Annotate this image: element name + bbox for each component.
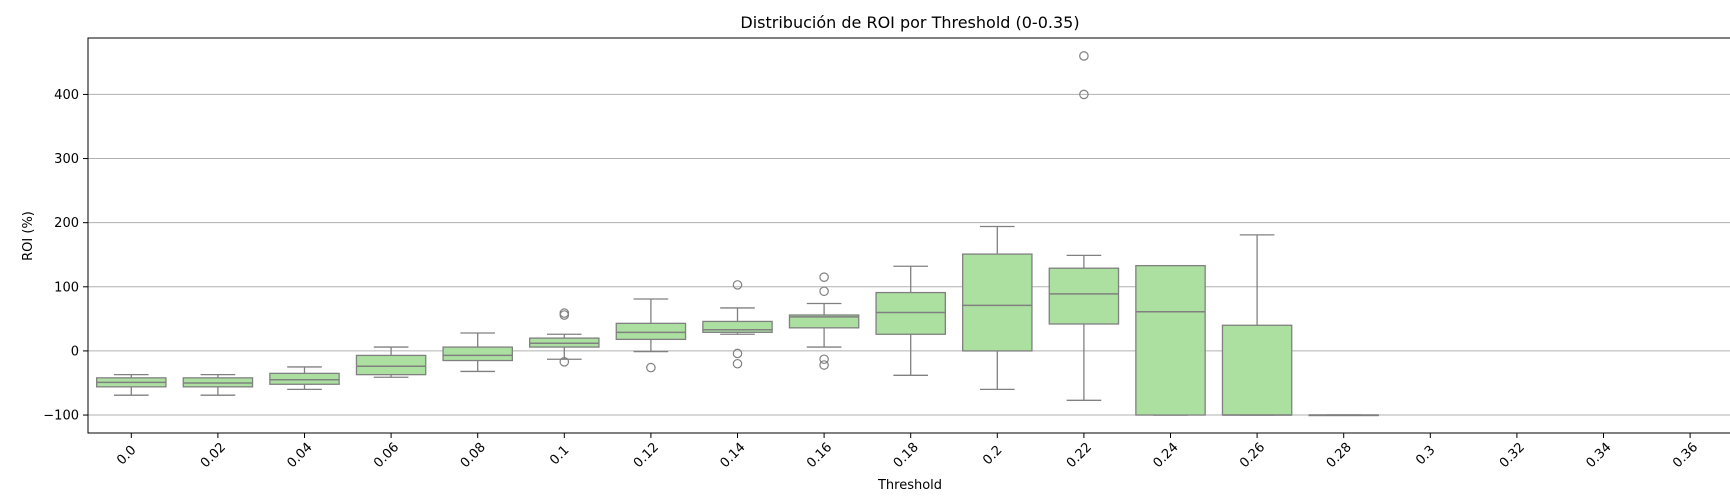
x-tick-label: 0.16 (804, 440, 835, 471)
box-0.16 (788, 272, 860, 370)
iqr-box (355, 354, 427, 376)
iqr-box (615, 322, 687, 341)
x-tick-label: 0.02 (198, 440, 229, 471)
box-0.04 (269, 366, 340, 391)
outlier-point (819, 286, 829, 297)
iqr-box (1221, 324, 1293, 416)
x-tick-label: 0.36 (1670, 440, 1701, 471)
x-tick-label: 0.06 (371, 440, 402, 471)
chart-title: Distribución de ROI por Threshold (0-0.3… (740, 13, 1079, 32)
y-tick-label: 400 (54, 88, 79, 103)
y-tick-label: 300 (54, 152, 79, 167)
x-tick-label: 0.22 (1064, 440, 1095, 471)
x-tick-label: 0.0 (114, 443, 139, 468)
iqr-box (1048, 267, 1120, 325)
x-tick-label: 0.14 (717, 440, 748, 471)
x-tick-label: 0.12 (631, 440, 662, 471)
y-tick-label: 100 (54, 280, 79, 295)
x-axis-title: Threshold (877, 478, 942, 493)
iqr-box (875, 291, 946, 335)
y-tick-label: −100 (43, 409, 79, 424)
y-tick-label: 0 (71, 344, 79, 359)
iqr-box (442, 346, 513, 362)
x-tick-label: 0.26 (1237, 440, 1268, 471)
box-0.14 (702, 280, 773, 369)
box-0.18 (875, 265, 946, 376)
box-0.12 (615, 298, 687, 373)
y-axis: −100 0 100 200 300 400 (43, 88, 88, 424)
outlier-point (1079, 89, 1089, 100)
x-tick-label: 0.24 (1150, 440, 1181, 471)
box-0.24 (1135, 264, 1206, 416)
x-tick-label: 0.28 (1324, 440, 1355, 471)
iqr-box (1135, 264, 1206, 416)
outlier-point (819, 354, 829, 365)
y-axis-title: ROI (%) (21, 211, 36, 261)
outlier-point (559, 310, 570, 320)
iqr-box (702, 320, 773, 333)
box-0.26 (1221, 234, 1293, 416)
outlier-point (559, 308, 570, 318)
outlier-point (1079, 51, 1089, 61)
iqr-box (269, 372, 340, 385)
boxes-layer (96, 51, 1379, 417)
x-tick-label: 0.34 (1583, 440, 1614, 471)
box-0.1 (529, 308, 600, 367)
outlier-point (732, 280, 743, 290)
x-tick-label: 0.18 (891, 440, 922, 471)
x-tick-label: 0.08 (458, 440, 489, 471)
x-tick-label: 0.2 (980, 443, 1005, 468)
grid-layer (88, 93, 1730, 416)
outlier-point (819, 360, 829, 370)
outlier-point (559, 357, 570, 367)
outlier-point (732, 348, 743, 359)
box-0.2 (962, 225, 1033, 391)
iqr-box (962, 253, 1033, 352)
x-tick-label: 0.32 (1497, 440, 1528, 471)
y-tick-label: 200 (54, 216, 79, 231)
x-tick-label: 0.04 (284, 440, 315, 471)
iqr-box (788, 314, 860, 329)
outlier-point (819, 272, 829, 282)
x-tick-label: 0.1 (547, 443, 572, 468)
outlier-point (732, 358, 743, 369)
box-0.06 (355, 346, 427, 378)
box-0.02 (182, 373, 254, 396)
plot-frame (87, 37, 1730, 434)
box-0.28 (1308, 414, 1379, 417)
box-0.08 (442, 332, 513, 373)
box-0.0 (96, 373, 167, 396)
x-tick-label: 0.3 (1413, 443, 1438, 468)
outlier-point (646, 362, 656, 373)
box-0.22 (1048, 51, 1120, 401)
x-axis: 0.0 0.02 0.04 0.06 0.08 0.1 0.12 0.14 0.16 0.18 0.… (114, 433, 1701, 471)
